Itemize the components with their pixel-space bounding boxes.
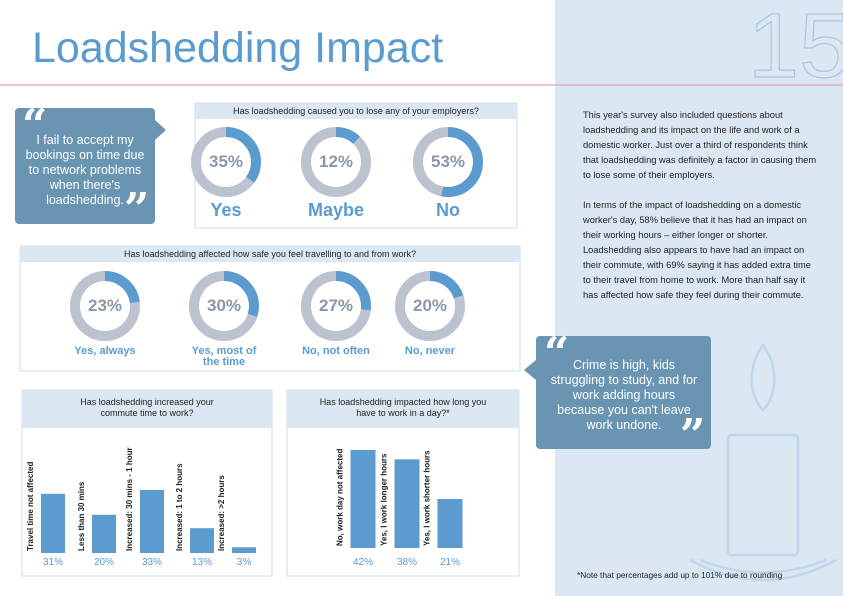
donut-value: 23% (87, 296, 123, 315)
bar-value: 21% (439, 557, 461, 568)
bar (190, 528, 214, 553)
chart-title: Has loadshedding caused you to lose any … (233, 106, 479, 116)
footnote: *Note that percentages add up to 101% du… (577, 570, 783, 580)
quote-box (536, 336, 711, 449)
donut-value: 35% (208, 152, 244, 171)
chart-title: Has loadshedding increased your commute … (80, 397, 214, 418)
chart-header (22, 390, 272, 428)
close-quote: ” (124, 184, 150, 235)
bar (350, 450, 376, 548)
bar-value: 13% (191, 557, 213, 568)
donut-label: Yes (210, 200, 242, 220)
donut-label: No, never (404, 345, 456, 357)
quote-text: I fail to accept my bookings on time due… (25, 133, 145, 207)
quote-pointer (524, 360, 536, 380)
donut-label: Yes, most of the time (191, 345, 257, 368)
bar (232, 547, 256, 553)
bar-value: 38% (396, 557, 418, 568)
quote-pointer (155, 120, 166, 140)
open-quote: “ (22, 100, 48, 151)
bar-value: 31% (42, 557, 64, 568)
chart-title: Has loadshedding affected how safe you f… (123, 249, 416, 259)
donut-arc (189, 271, 259, 341)
bar-category: Increased: 30 mins - 1 hour (125, 447, 134, 551)
bar-category: Increased: 1 to 2 hours (175, 463, 184, 551)
quote-box (15, 108, 155, 224)
donut-label: No (436, 200, 460, 220)
body-paragraph: This year's survey also included questio… (583, 110, 817, 180)
bar-value: 33% (141, 557, 163, 568)
donut-value: 53% (430, 152, 466, 171)
chart-header (195, 103, 517, 119)
donut-arc (191, 127, 261, 197)
bar-value: 3% (236, 557, 252, 568)
chart-header (287, 390, 519, 428)
candle-decoration (689, 342, 837, 582)
donut-arc (301, 127, 371, 197)
body-paragraph: In terms of the impact of loadshedding o… (583, 200, 811, 300)
chart-title: Has loadshedding impacted how long you h… (319, 397, 487, 418)
donut-label: Yes, always (74, 345, 136, 357)
donut-value: 20% (412, 296, 448, 315)
donut-value: 27% (318, 296, 354, 315)
bar (394, 459, 420, 548)
bar (92, 514, 116, 553)
open-quote: “ (544, 328, 570, 379)
donut-value: 12% (318, 152, 354, 171)
bar-category: Less than 30 mins (77, 481, 86, 551)
title: Loadshedding Impact (32, 24, 444, 72)
bar-category: Yes, I work shorter hours (423, 450, 432, 546)
bar-category: Yes, I work longer hours (380, 453, 389, 546)
donut-arc (395, 271, 465, 341)
bar (41, 493, 65, 553)
bar (437, 499, 463, 548)
bar-category: No, work day not affected (336, 449, 345, 546)
close-quote: ” (680, 410, 706, 461)
donut-arc (70, 271, 140, 341)
quote-text: Crime is high, kids struggling to study,… (550, 358, 698, 432)
bar-value: 20% (93, 557, 115, 568)
chart-header (20, 246, 520, 262)
bar-value: 42% (352, 557, 374, 568)
bar (140, 490, 164, 553)
donut-label: No, not often (302, 345, 370, 357)
donut-arc (413, 127, 483, 197)
page-number: 15 (747, 0, 843, 98)
side-panel (555, 0, 843, 596)
donut-value: 30% (206, 296, 242, 315)
donut-arc (301, 271, 371, 341)
donut-label: Maybe (307, 200, 365, 220)
bar-category: Increased: >2 hours (217, 475, 226, 551)
bar-category: Travel time not affected (26, 462, 35, 551)
